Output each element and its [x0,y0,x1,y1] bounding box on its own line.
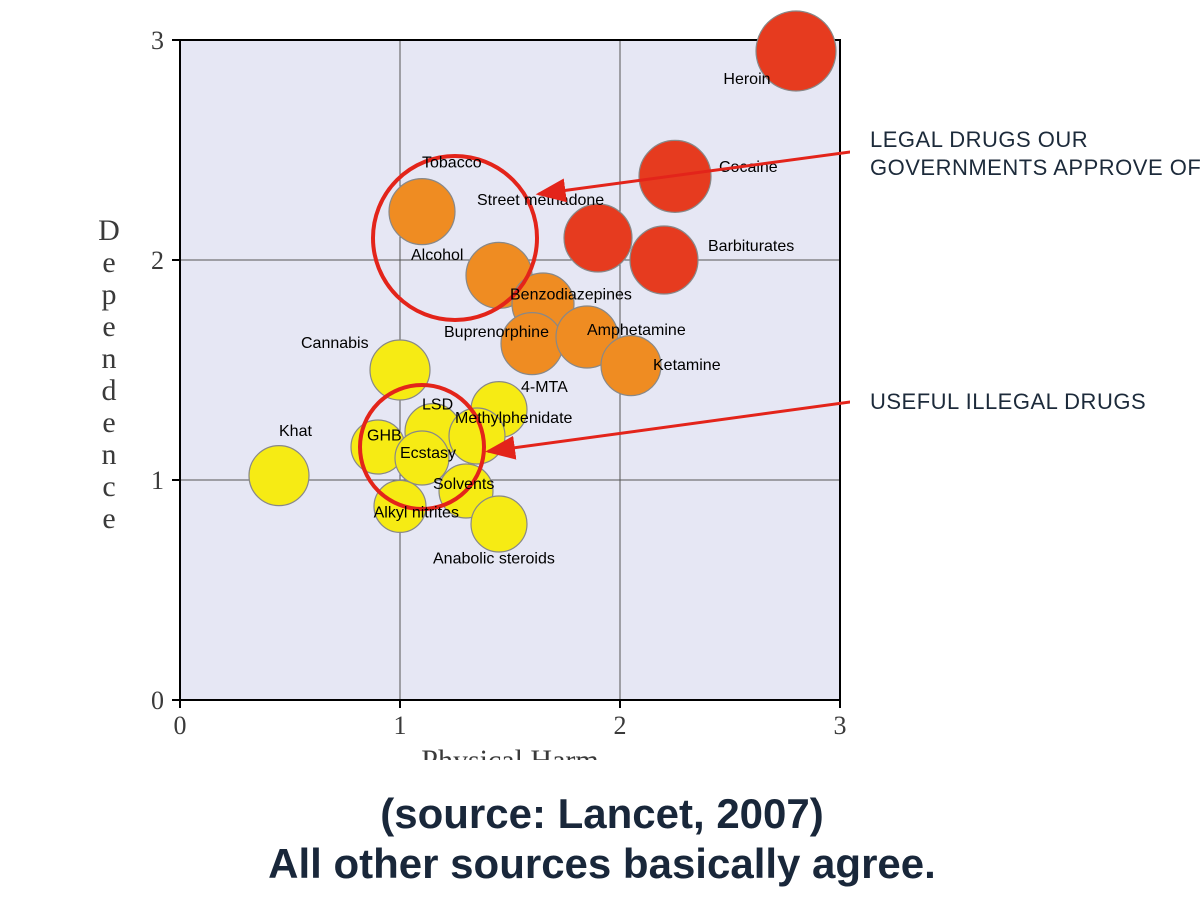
label-alcohol: Alcohol [411,247,463,264]
y-axis-label-letter: e [102,310,117,343]
label-ketamine: Ketamine [653,357,721,374]
y-axis-label-letter: e [102,246,117,279]
label-benzo: Benzodiazepines [510,287,632,304]
y-axis-label-letter: n [102,438,119,471]
label-buprenorphine: Buprenorphine [444,324,549,341]
y-tick-label: 1 [151,466,164,495]
label-ghb: GHB [367,427,402,444]
annotation-illegal-text: USEFUL ILLEGAL DRUGS [870,389,1146,414]
label-lsd: LSD [422,397,453,414]
bubble-street_meth [564,204,632,272]
drug-harm-chart: 01230123Physical HarmDependenceHeroinCoc… [60,0,850,760]
x-axis-label: Physical Harm [421,744,598,760]
y-axis-label-letter: e [102,502,117,535]
y-axis-label-letter: n [102,342,119,375]
y-axis-label-letter: D [98,214,122,247]
label-solvents: Solvents [433,476,494,493]
label-barbiturates: Barbiturates [708,238,794,255]
annotation-illegal-drugs: USEFUL ILLEGAL DRUGS [870,388,1146,416]
bubble-barbiturates [630,226,698,294]
label-methylph: Methylphenidate [455,410,573,427]
label-ecstasy: Ecstasy [400,445,456,462]
caption-source: (source: Lancet, 2007) [0,790,1204,838]
x-tick-label: 3 [834,711,847,740]
y-axis-label-letter: d [102,374,119,407]
label-cannabis: Cannabis [301,335,369,352]
bubble-ketamine [601,336,661,396]
label-anabolic: Anabolic steroids [433,551,555,568]
label-khat: Khat [279,423,312,440]
label-tobacco: Tobacco [422,155,482,172]
y-tick-label: 3 [151,26,164,55]
chart-container: 01230123Physical HarmDependenceHeroinCoc… [60,0,850,765]
page-root: 01230123Physical HarmDependenceHeroinCoc… [0,0,1204,902]
y-axis-label-letter: e [102,406,117,439]
bubble-khat [249,446,309,506]
label-four_mta: 4-MTA [521,379,568,396]
x-tick-label: 2 [614,711,627,740]
label-alkyl: Alkyl nitrites [374,504,459,521]
y-tick-label: 0 [151,686,164,715]
bubble-tobacco [389,179,455,245]
plot-background [180,40,840,700]
x-tick-label: 0 [174,711,187,740]
y-axis-label-letter: c [102,470,117,503]
label-amphetamine: Amphetamine [587,322,686,339]
y-tick-label: 2 [151,246,164,275]
annotation-legal-line2: GOVERNMENTS APPROVE OF [870,155,1201,180]
x-tick-label: 1 [394,711,407,740]
bubble-buprenorphine [501,313,563,375]
caption-agree: All other sources basically agree. [0,840,1204,888]
y-axis-label-letter: p [102,278,119,311]
label-heroin: Heroin [723,71,770,88]
annotation-legal-line1: LEGAL DRUGS OUR [870,127,1088,152]
annotation-legal-drugs: LEGAL DRUGS OUR GOVERNMENTS APPROVE OF [870,126,1201,181]
bubble-anabolic [471,496,527,552]
